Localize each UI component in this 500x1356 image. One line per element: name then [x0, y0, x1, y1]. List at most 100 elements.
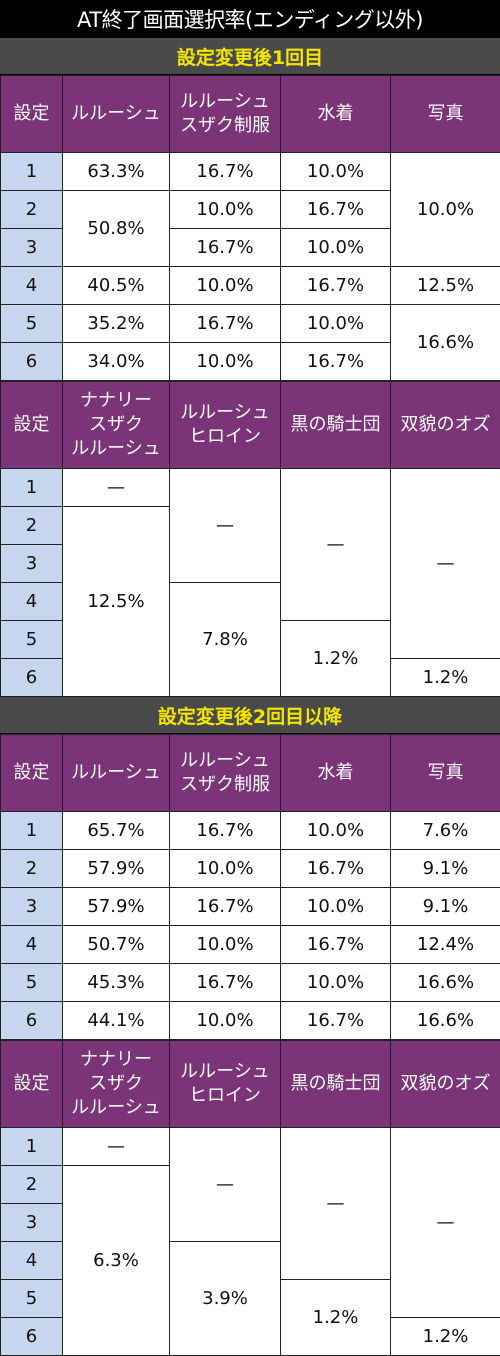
value-cell: —	[170, 469, 281, 583]
header-suzaku-uniform: ルルーシュ スザク制服	[170, 76, 281, 153]
value-cell: 63.3%	[63, 153, 170, 191]
value-cell: 16.6%	[391, 1002, 500, 1040]
value-cell: 10.0%	[170, 926, 281, 964]
table-row: 4 40.5% 10.0% 16.7% 12.5%	[1, 267, 500, 305]
value-cell: 16.7%	[281, 267, 391, 305]
value-cell: 16.7%	[170, 305, 281, 343]
setting-cell: 4	[1, 1242, 63, 1280]
setting-cell: 3	[1, 229, 63, 267]
header-label: ナナリー スザク ルルーシュ	[71, 1049, 161, 1118]
value-cell: 16.7%	[281, 926, 391, 964]
value-cell: 10.0%	[170, 267, 281, 305]
value-cell: 10.0%	[281, 812, 391, 850]
header-swimsuit: 水着	[281, 76, 391, 153]
header-settei: 設定	[1, 382, 63, 469]
value-cell: 1.2%	[281, 621, 391, 697]
table-second-b: 設定 ナナリー スザク ルルーシュ ルルーシュ ヒロイン 黒の騎士団 双貌のオズ…	[0, 1040, 500, 1356]
value-cell: 34.0%	[63, 343, 170, 381]
value-cell: 50.8%	[63, 191, 170, 267]
value-cell: 12.5%	[391, 267, 500, 305]
value-cell: 16.7%	[170, 229, 281, 267]
section-heading-second: 設定変更後2回目以降	[0, 697, 500, 734]
table-row: 1 — — — —	[1, 469, 500, 507]
setting-cell: 1	[1, 469, 63, 507]
header-label: ルルーシュ スザク制服	[180, 750, 270, 795]
value-cell: 12.4%	[391, 926, 500, 964]
value-cell: 57.9%	[63, 888, 170, 926]
setting-cell: 3	[1, 1204, 63, 1242]
value-cell: —	[391, 469, 500, 659]
setting-cell: 5	[1, 621, 63, 659]
setting-cell: 1	[1, 153, 63, 191]
table-row: 4 50.7% 10.0% 16.7% 12.4%	[1, 926, 500, 964]
setting-cell: 2	[1, 1166, 63, 1204]
setting-cell: 6	[1, 343, 63, 381]
header-photo: 写真	[391, 735, 500, 812]
header-settei: 設定	[1, 735, 63, 812]
setting-cell: 4	[1, 267, 63, 305]
header-suzaku-uniform: ルルーシュ スザク制服	[170, 735, 281, 812]
value-cell: 7.6%	[391, 812, 500, 850]
setting-cell: 3	[1, 888, 63, 926]
value-cell: 16.7%	[281, 850, 391, 888]
value-cell: 45.3%	[63, 964, 170, 1002]
value-cell: 1.2%	[391, 1318, 500, 1356]
header-nunnally: ナナリー スザク ルルーシュ	[63, 1041, 170, 1128]
value-cell: 40.5%	[63, 267, 170, 305]
table-row: 1 65.7% 16.7% 10.0% 7.6%	[1, 812, 500, 850]
value-cell: 3.9%	[170, 1242, 281, 1356]
value-cell: 1.2%	[391, 659, 500, 697]
table-row: 2 57.9% 10.0% 16.7% 9.1%	[1, 850, 500, 888]
value-cell: 16.7%	[170, 964, 281, 1002]
value-cell: 16.7%	[170, 153, 281, 191]
header-black-knights: 黒の騎士団	[281, 382, 391, 469]
value-cell: 50.7%	[63, 926, 170, 964]
page: AT終了画面選択率(エンディング以外) 設定変更後1回目 設定 ルルーシュ ルル…	[0, 0, 500, 1317]
table-header-row: 設定 ナナリー スザク ルルーシュ ルルーシュ ヒロイン 黒の騎士団 双貌のオズ	[1, 382, 500, 469]
value-cell: 10.0%	[170, 343, 281, 381]
table-header-row: 設定 ルルーシュ ルルーシュ スザク制服 水着 写真	[1, 76, 500, 153]
value-cell: 1.2%	[281, 1280, 391, 1356]
value-cell: 10.0%	[281, 153, 391, 191]
value-cell: 57.9%	[63, 850, 170, 888]
value-cell: 44.1%	[63, 1002, 170, 1040]
setting-cell: 2	[1, 507, 63, 545]
value-cell: —	[170, 1128, 281, 1242]
header-label: ルルーシュ ヒロイン	[180, 1061, 270, 1106]
value-cell: 9.1%	[391, 850, 500, 888]
value-cell: —	[281, 469, 391, 621]
header-label: ルルーシュ ヒロイン	[180, 402, 270, 447]
setting-cell: 2	[1, 191, 63, 229]
setting-cell: 6	[1, 1318, 63, 1356]
table-first-a: 設定 ルルーシュ ルルーシュ スザク制服 水着 写真 1 63.3% 16.7%…	[0, 75, 500, 381]
value-cell: 16.6%	[391, 964, 500, 1002]
table-row: 1 — — — —	[1, 1128, 500, 1166]
header-lelouch: ルルーシュ	[63, 735, 170, 812]
table-row: 3 57.9% 16.7% 10.0% 9.1%	[1, 888, 500, 926]
value-cell: —	[281, 1128, 391, 1280]
table-row: 5 35.2% 16.7% 10.0% 16.6%	[1, 305, 500, 343]
header-heroine: ルルーシュ ヒロイン	[170, 382, 281, 469]
value-cell: 16.7%	[170, 812, 281, 850]
setting-cell: 1	[1, 812, 63, 850]
value-cell: 65.7%	[63, 812, 170, 850]
table-row: 1 63.3% 16.7% 10.0% 10.0%	[1, 153, 500, 191]
header-oz: 双貌のオズ	[391, 1041, 500, 1128]
value-cell: 10.0%	[170, 850, 281, 888]
value-cell: 35.2%	[63, 305, 170, 343]
value-cell: 6.3%	[63, 1166, 170, 1356]
header-heroine: ルルーシュ ヒロイン	[170, 1041, 281, 1128]
section-heading-first: 設定変更後1回目	[0, 38, 500, 75]
header-nunnally: ナナリー スザク ルルーシュ	[63, 382, 170, 469]
table-first-b: 設定 ナナリー スザク ルルーシュ ルルーシュ ヒロイン 黒の騎士団 双貌のオズ…	[0, 381, 500, 697]
value-cell: 16.7%	[170, 888, 281, 926]
value-cell: 10.0%	[281, 229, 391, 267]
value-cell: 10.0%	[281, 964, 391, 1002]
value-cell: 10.0%	[281, 305, 391, 343]
value-cell: 9.1%	[391, 888, 500, 926]
table-header-row: 設定 ナナリー スザク ルルーシュ ルルーシュ ヒロイン 黒の騎士団 双貌のオズ	[1, 1041, 500, 1128]
value-cell: 12.5%	[63, 507, 170, 697]
value-cell: 7.8%	[170, 583, 281, 697]
setting-cell: 1	[1, 1128, 63, 1166]
header-label: ナナリー スザク ルルーシュ	[71, 390, 161, 459]
